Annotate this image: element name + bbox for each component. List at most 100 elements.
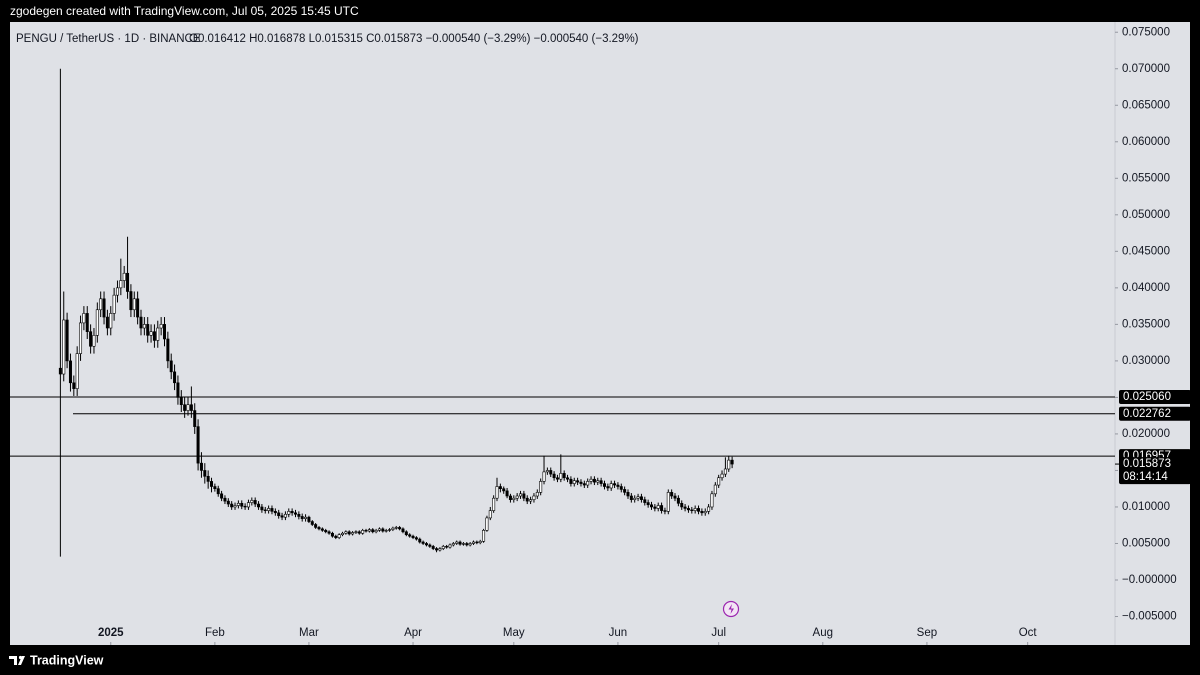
candle-body [193,410,197,427]
candle-body [542,471,546,482]
candle-body [461,543,465,545]
candle-body [653,506,657,509]
candle-body [421,541,425,544]
candle-body [65,319,69,362]
x-tick-label: May [503,627,525,639]
candle-body [602,483,606,487]
candle-body [401,528,405,533]
candle-body [592,478,596,483]
candle-body [488,510,492,519]
level-label: 0.022762 [1123,408,1171,420]
candle-body [246,502,250,508]
x-tick-label: Aug [813,627,833,639]
candle-body [525,497,529,502]
candle-body [623,489,627,493]
candle-body [196,426,200,464]
candle-body [129,291,133,311]
ohlc-readout: O0.016412 H0.016878 L0.015315 C0.015873 … [189,33,639,45]
candle-body [230,503,234,508]
candle-body [293,512,297,515]
candle-body [253,500,257,505]
brand: TradingView [30,653,104,667]
y-tick-label: −0.000000 [1122,574,1177,586]
candle-body [616,484,620,487]
candle-body [697,508,701,512]
candle-body [569,478,573,484]
candle-body [95,309,99,336]
candle-body [361,530,365,534]
candle-body [75,353,79,389]
x-tick-label: 2025 [98,627,124,639]
candle-body [176,382,180,398]
candle-body [495,486,499,499]
candle-body [572,480,576,484]
candle-body [713,484,717,495]
candle-body [226,500,230,505]
candle-body [723,468,727,475]
candle-body [629,495,633,500]
candle-body [549,470,553,475]
y-tick-label: 0.065000 [1122,99,1170,111]
candle-body [79,322,83,354]
candle-body [330,532,334,537]
candle-body [703,511,707,514]
candle-body [250,500,254,503]
candle-body [320,528,324,531]
candle-body [327,531,331,534]
x-tick-label: Sep [917,627,937,639]
candle-body [680,503,684,508]
candle-body [639,496,643,500]
candle-body [707,506,711,512]
candle-body [435,548,439,551]
candle-body [233,505,237,508]
candle-body [566,477,570,480]
y-tick-label: 0.040000 [1122,282,1170,294]
candle-body [411,535,415,538]
candle-body [613,483,617,486]
last-price-box [1119,457,1191,485]
candle-body [82,313,86,324]
candle-body [458,541,462,545]
candle-body [391,527,395,530]
candle-body [216,488,220,495]
x-tick-label: Mar [299,627,319,639]
candle-body [562,473,566,479]
candle-body [203,470,207,477]
candle-body [663,510,667,512]
candle-body [582,483,586,486]
candle-body [277,512,281,517]
events-icon[interactable] [722,600,740,618]
candle-body [730,459,734,465]
candle-body [445,546,449,548]
candle-body [162,324,166,340]
candle-body [465,543,469,546]
candle-body [478,540,482,544]
candle-body [666,492,670,512]
candle-body [505,490,509,497]
candle-body [475,541,479,544]
candle-body [297,513,301,517]
candle-body [347,531,351,535]
candle-body [243,505,247,508]
candle-body [354,531,358,533]
candle-body [686,508,690,511]
y-tick-label: −0.005000 [1122,611,1177,623]
candle-body [482,530,486,542]
level-label-box [1119,406,1191,421]
candle-body [290,511,294,514]
candle-body [156,327,160,341]
candle-body [317,527,321,530]
chart-panel [10,22,1190,645]
candle-body [189,404,193,411]
candle-body [532,495,536,500]
candle-body [643,499,647,503]
candles [58,68,734,557]
candle-body [438,548,442,551]
candle-body [139,316,143,329]
candle-body [132,298,136,311]
candle-body [206,475,210,482]
candle-body [424,543,428,546]
candle-body [223,497,227,502]
candle-body [428,544,432,547]
candle-body [270,508,274,512]
